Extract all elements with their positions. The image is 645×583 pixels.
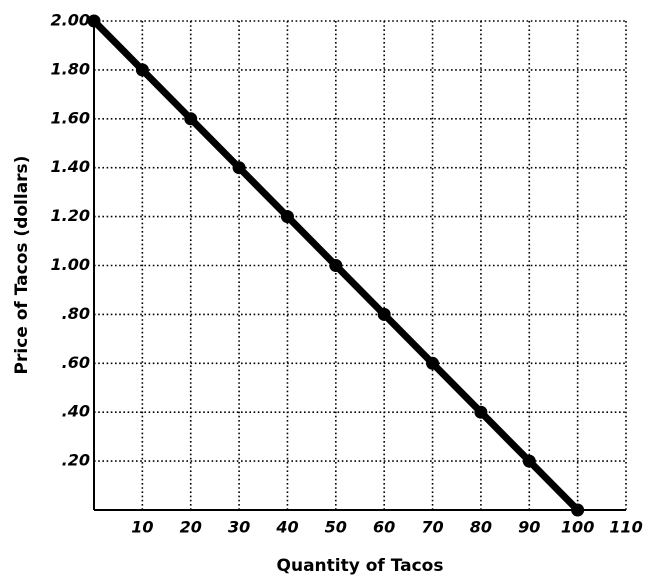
- point: [232, 161, 246, 175]
- point: [426, 356, 440, 370]
- y-tick-label: .40: [62, 402, 90, 421]
- point: [87, 14, 101, 28]
- x-tick-label: 60: [373, 518, 395, 537]
- x-tick-label: 20: [180, 518, 202, 537]
- y-tick-label: 2.00: [51, 11, 90, 30]
- y-tick-label: 1.40: [51, 157, 90, 176]
- x-tick-label: 40: [275, 518, 298, 537]
- x-tick-label: 100: [561, 518, 594, 537]
- point: [280, 210, 294, 224]
- x-tick-label: 30: [228, 518, 250, 537]
- y-tick-label: 1.80: [51, 59, 90, 78]
- x-tick-label: 80: [470, 518, 492, 537]
- point: [329, 259, 343, 272]
- point: [571, 503, 585, 517]
- x-tick-label: 110: [609, 518, 642, 537]
- x-tick-label: 70: [421, 518, 443, 537]
- y-tick-label: 1.60: [51, 108, 90, 127]
- y-tick-label: .20: [62, 451, 90, 470]
- x-axis-title: Quantity of Tacos: [277, 556, 444, 576]
- y-axis-title: Price of Tacos (dollars): [12, 156, 32, 375]
- point: [184, 112, 198, 126]
- point: [135, 63, 149, 77]
- x-tick-label: 10: [131, 518, 153, 537]
- y-tick-label: 1.20: [51, 206, 90, 225]
- point: [474, 405, 488, 419]
- point: [377, 307, 391, 321]
- point: [522, 454, 536, 468]
- x-tick-label: 50: [325, 518, 347, 537]
- y-tick-label: 1.00: [51, 255, 90, 274]
- x-tick-label: 90: [518, 518, 540, 537]
- y-tick-label: .60: [62, 353, 90, 372]
- y-tick-label: .80: [62, 304, 90, 323]
